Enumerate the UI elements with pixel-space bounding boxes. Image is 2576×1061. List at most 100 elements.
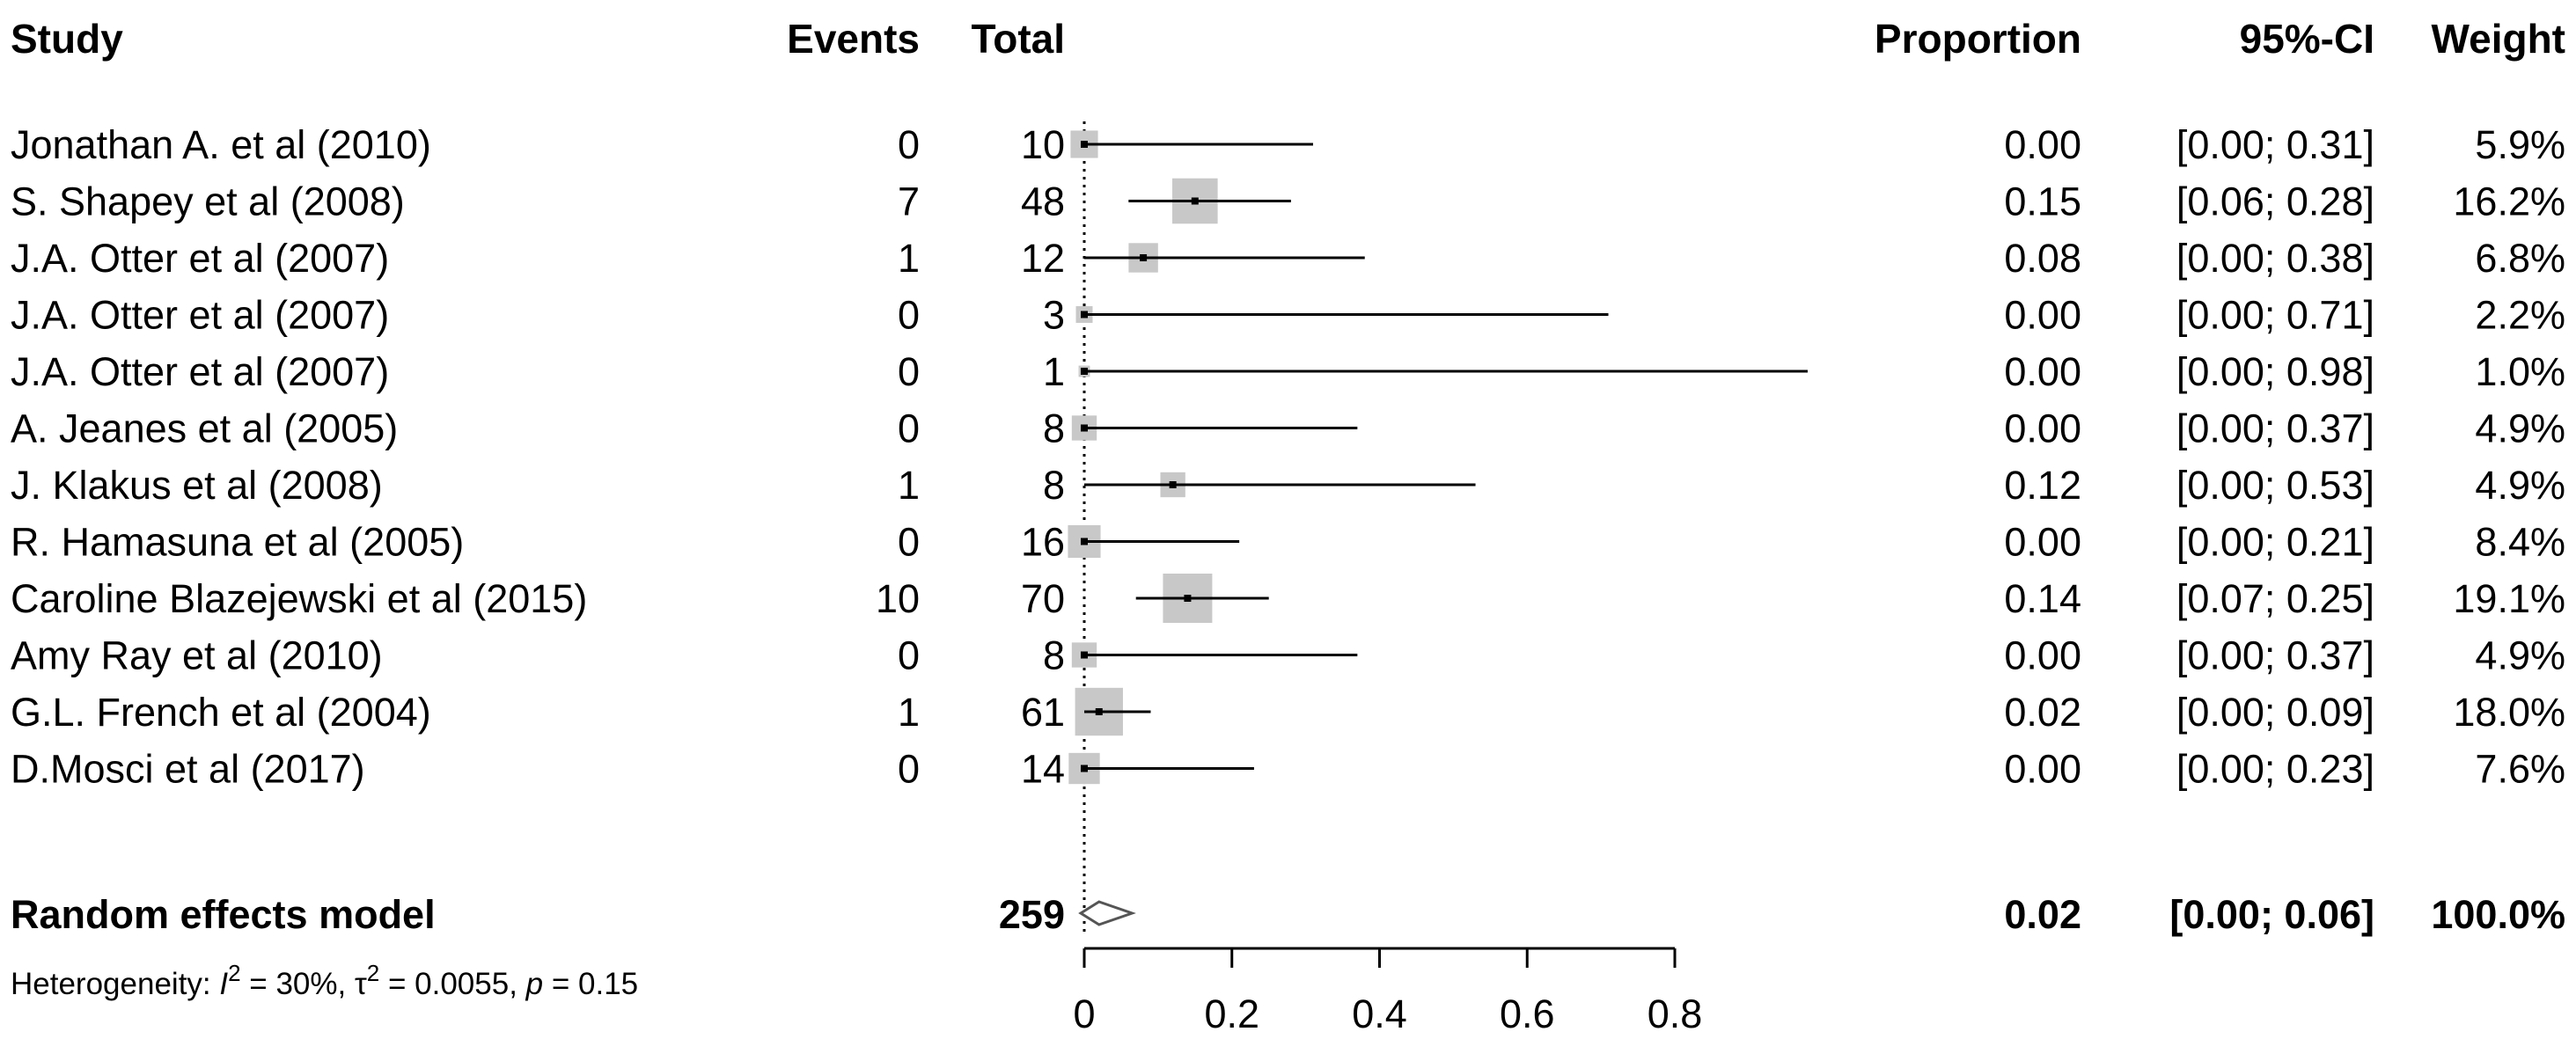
study-weight: 4.9%	[2475, 406, 2565, 451]
summary-proportion: 0.02	[2004, 892, 2081, 937]
study-events: 1	[898, 690, 920, 735]
study-total: 3	[1043, 293, 1065, 338]
study-total: 14	[1021, 747, 1065, 792]
study-row: J.A. Otter et al (2007) 0 3 0.00 [0.00; 0.71…	[11, 293, 2565, 338]
study-row: J.A. Otter et al (2007) 0 1 0.00 [0.00; 0.98…	[11, 349, 2565, 394]
study-row: J. Klakus et al (2008) 1 8 0.12 [0.00; 0.53]…	[11, 463, 2565, 508]
x-tick-label: 0.8	[1648, 991, 1703, 1036]
study-proportion: 0.00	[2004, 349, 2081, 394]
study-weight: 6.8%	[2475, 236, 2565, 281]
study-events: 0	[898, 293, 920, 338]
study-weight: 2.2%	[2475, 293, 2565, 338]
study-events: 0	[898, 633, 920, 678]
study-ci: [0.00; 0.31]	[2176, 122, 2374, 167]
study-rows: Jonathan A. et al (2010) 0 10 0.00 [0.00; 0.…	[11, 122, 2565, 792]
summary-row: Random effects model 259 0.02 [0.00; 0.0…	[11, 892, 2565, 937]
study-name: J. Klakus et al (2008)	[11, 463, 383, 508]
x-tick-label: 0.6	[1500, 991, 1555, 1036]
study-events: 0	[898, 406, 920, 451]
header-total: Total	[972, 16, 1065, 62]
study-proportion: 0.08	[2004, 236, 2081, 281]
study-ci: [0.00; 0.23]	[2176, 747, 2374, 792]
point-estimate	[1191, 197, 1199, 205]
study-events: 0	[898, 747, 920, 792]
study-weight: 7.6%	[2475, 747, 2565, 792]
study-proportion: 0.00	[2004, 293, 2081, 338]
study-total: 70	[1021, 576, 1065, 621]
study-weight: 4.9%	[2475, 463, 2565, 508]
point-estimate	[1081, 368, 1088, 375]
study-proportion: 0.14	[2004, 576, 2081, 621]
p-value: = 0.15	[543, 967, 638, 1001]
study-name: R. Hamasuna et al (2005)	[11, 520, 464, 565]
study-row: D.Mosci et al (2017) 0 14 0.00 [0.00; 0.23] 7…	[11, 747, 2565, 792]
study-name: G.L. French et al (2004)	[11, 690, 431, 735]
header-ci: 95%-CI	[2240, 16, 2374, 62]
study-row: Caroline Blazejewski et al (2015) 10 70 0.1…	[11, 574, 2565, 623]
study-name: D.Mosci et al (2017)	[11, 747, 365, 792]
study-ci: [0.00; 0.21]	[2176, 520, 2374, 565]
study-ci: [0.00; 0.09]	[2176, 690, 2374, 735]
study-row: G.L. French et al (2004) 1 61 0.02 [0.00; 0.…	[11, 687, 2565, 736]
study-proportion: 0.00	[2004, 406, 2081, 451]
study-events: 0	[898, 122, 920, 167]
header-weight: Weight	[2432, 16, 2565, 62]
study-ci: [0.00; 0.37]	[2176, 633, 2374, 678]
point-estimate	[1081, 141, 1088, 148]
study-weight: 5.9%	[2475, 122, 2565, 167]
study-weight: 8.4%	[2475, 520, 2565, 565]
study-total: 61	[1021, 690, 1065, 735]
point-estimate	[1184, 595, 1192, 602]
study-ci: [0.00; 0.37]	[2176, 406, 2374, 451]
study-total: 48	[1021, 179, 1065, 224]
x-tick-label: 0	[1073, 991, 1095, 1036]
point-estimate	[1081, 311, 1088, 318]
study-proportion: 0.00	[2004, 747, 2081, 792]
study-proportion: 0.02	[2004, 690, 2081, 735]
study-name: Caroline Blazejewski et al (2015)	[11, 576, 587, 621]
study-total: 16	[1021, 520, 1065, 565]
study-total: 10	[1021, 122, 1065, 167]
study-proportion: 0.00	[2004, 520, 2081, 565]
i2-superscript: 2	[228, 960, 240, 986]
study-row: Amy Ray et al (2010) 0 8 0.00 [0.00; 0.37] 4.…	[11, 633, 2565, 678]
study-proportion: 0.12	[2004, 463, 2081, 508]
point-estimate	[1081, 424, 1088, 432]
study-ci: [0.06; 0.28]	[2176, 179, 2374, 224]
study-total: 1	[1043, 349, 1065, 394]
study-events: 0	[898, 520, 920, 565]
study-events: 7	[898, 179, 920, 224]
study-name: Jonathan A. et al (2010)	[11, 122, 431, 167]
point-estimate	[1081, 538, 1088, 545]
study-proportion: 0.15	[2004, 179, 2081, 224]
study-weight: 16.2%	[2453, 179, 2565, 224]
summary-total: 259	[999, 892, 1065, 937]
study-weight: 18.0%	[2453, 690, 2565, 735]
study-ci: [0.00; 0.38]	[2176, 236, 2374, 281]
study-events: 10	[876, 576, 920, 621]
study-ci: [0.00; 0.98]	[2176, 349, 2374, 394]
i2-value: = 30%,	[241, 967, 355, 1001]
column-headers: Study Events Total Proportion 95%-CI Wei…	[11, 16, 2565, 62]
summary-label: Random effects model	[11, 892, 436, 937]
study-name: J.A. Otter et al (2007)	[11, 349, 389, 394]
tau2-value: = 0.0055,	[379, 967, 525, 1001]
study-events: 1	[898, 463, 920, 508]
study-total: 8	[1043, 633, 1065, 678]
study-name: A. Jeanes et al (2005)	[11, 406, 398, 451]
x-tick-label: 0.2	[1204, 991, 1259, 1036]
tau2-superscript: 2	[367, 960, 379, 986]
study-ci: [0.00; 0.71]	[2176, 293, 2374, 338]
study-name: Amy Ray et al (2010)	[11, 633, 383, 678]
study-total: 12	[1021, 236, 1065, 281]
study-row: R. Hamasuna et al (2005) 0 16 0.00 [0.00; 0.…	[11, 520, 2565, 565]
header-events: Events	[787, 16, 920, 62]
p-symbol: p	[525, 967, 543, 1001]
study-ci: [0.07; 0.25]	[2176, 576, 2374, 621]
study-proportion: 0.00	[2004, 122, 2081, 167]
study-name: J.A. Otter et al (2007)	[11, 236, 389, 281]
study-row: J.A. Otter et al (2007) 1 12 0.08 [0.00; 0.3…	[11, 236, 2565, 281]
heterogeneity-text: Heterogeneity: I2 = 30%, τ2 = 0.0055, p …	[11, 960, 638, 1001]
header-study: Study	[11, 16, 123, 62]
